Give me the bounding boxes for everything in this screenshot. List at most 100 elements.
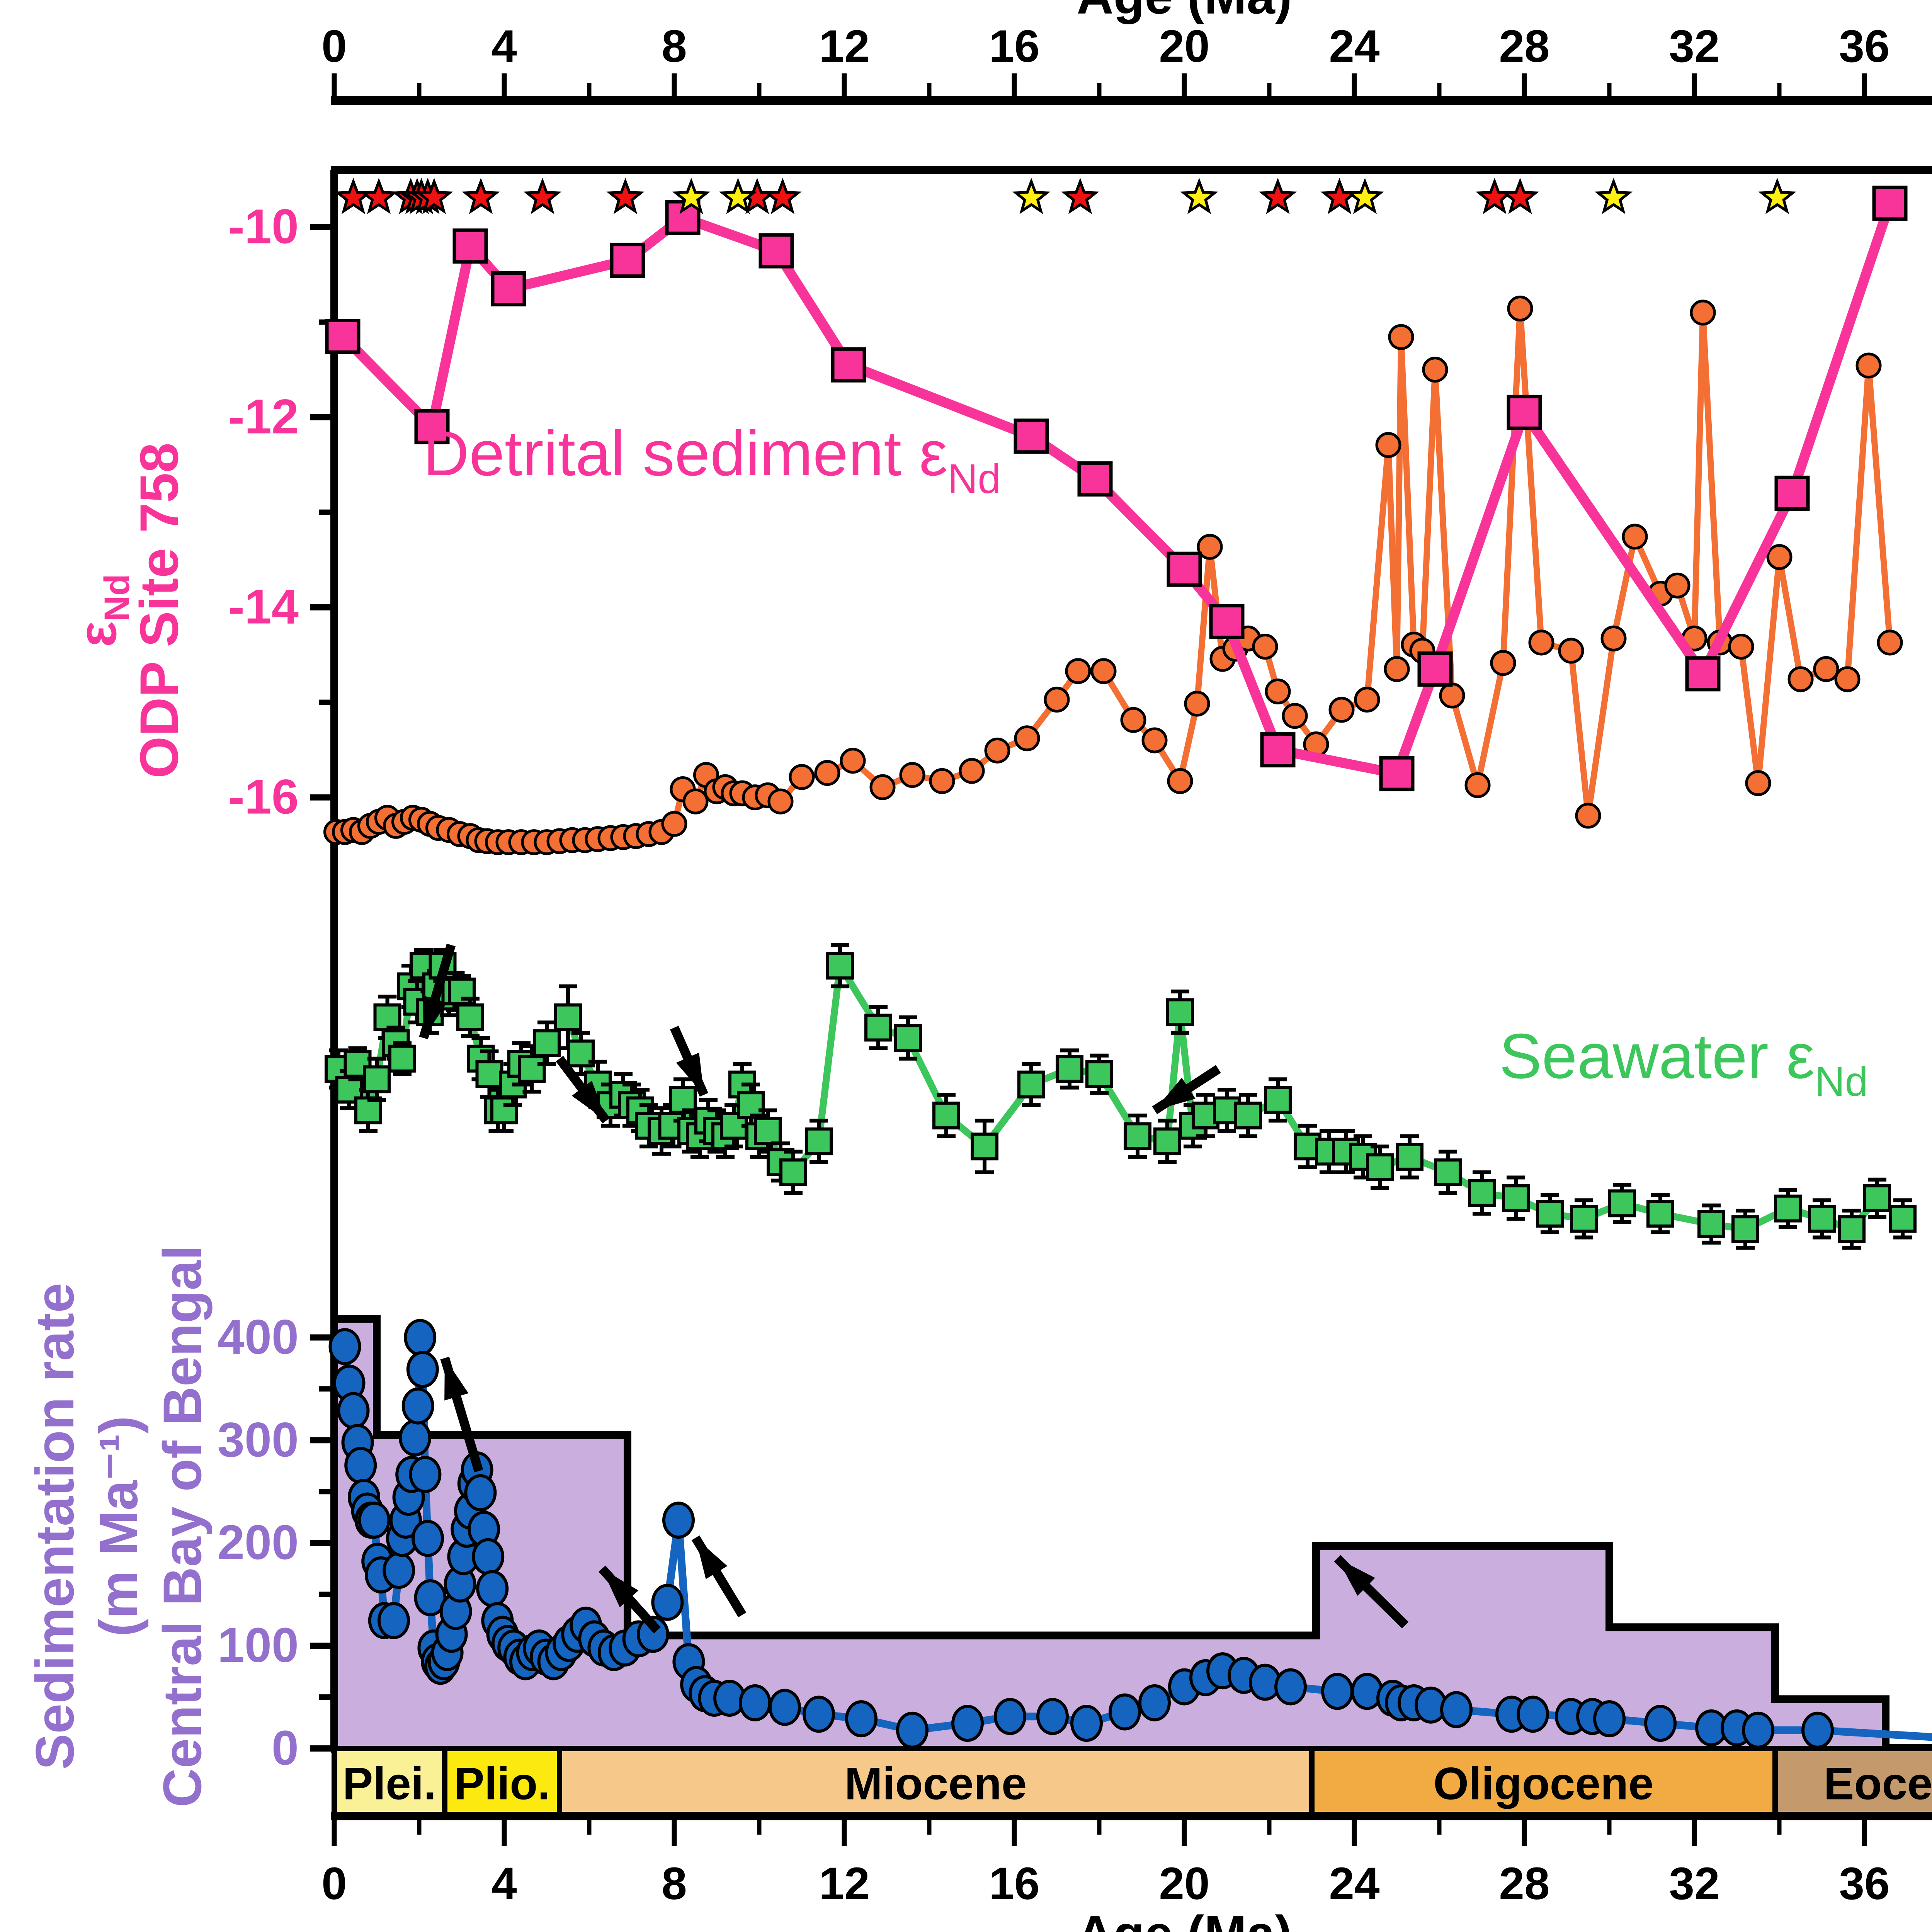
star-icon — [1180, 178, 1218, 214]
seawater-point — [1731, 1215, 1759, 1243]
star-markers — [334, 178, 1796, 214]
seawater-point — [669, 1086, 697, 1114]
seawater-point — [1085, 1060, 1113, 1088]
terrigenous-point — [1440, 1691, 1473, 1728]
terrigenous-point — [378, 1602, 410, 1639]
epoch-cell — [1309, 1746, 1778, 1819]
smectite-point — [661, 811, 687, 837]
smectite-point — [1490, 650, 1516, 676]
x-tick-label: 12 — [819, 1858, 869, 1909]
x-tick-label: 28 — [1499, 1858, 1549, 1909]
terrigenous-point — [1644, 1705, 1677, 1742]
terrigenous-point — [476, 1570, 509, 1607]
smectite-point — [1282, 703, 1308, 729]
detrital-point — [1260, 732, 1296, 768]
terrigenous-point — [651, 1583, 684, 1621]
x-tick-label: 32 — [1669, 21, 1719, 72]
seawater-point — [805, 1127, 833, 1155]
smectite-point — [1014, 725, 1040, 752]
smectite-point — [1622, 524, 1648, 550]
terrigenous-point — [896, 1711, 929, 1749]
epoch-label: Plei. — [343, 1759, 437, 1810]
detrital-point — [1417, 651, 1453, 687]
seawater-point — [475, 1060, 503, 1088]
seawater-point — [894, 1024, 922, 1052]
star-icon — [764, 178, 802, 214]
smectite-point — [1065, 658, 1091, 684]
seawater-point — [1264, 1086, 1292, 1114]
bottom-age-axis: 0481216202428323640Age (Ma) — [321, 1816, 1890, 1932]
terrigenous-point — [328, 1328, 361, 1365]
seawater-point — [826, 952, 854, 980]
seawater-point — [1536, 1200, 1564, 1228]
terrigenous-point — [951, 1705, 984, 1742]
x-tick-label: 20 — [1159, 21, 1209, 72]
seawater-point — [1056, 1055, 1083, 1083]
seawater-point — [1774, 1194, 1802, 1223]
smectite-point — [682, 788, 709, 815]
svg-text:Sedimentation rate: Sedimentation rate — [24, 1283, 85, 1770]
star-icon — [462, 178, 500, 214]
detrital-point — [1167, 551, 1202, 587]
seawater-point — [737, 1091, 765, 1119]
detrital-point — [1507, 395, 1542, 430]
smectite-point — [1834, 666, 1861, 692]
star-icon — [1346, 178, 1384, 214]
seawater-point — [1234, 1101, 1262, 1129]
smectite-point — [1787, 666, 1814, 692]
smectite-point — [1141, 727, 1168, 753]
smectite-point — [1384, 656, 1410, 682]
smectite-point — [1252, 634, 1278, 660]
smectite-point — [984, 737, 1010, 764]
x-tick-label: 4 — [492, 21, 517, 72]
x-tick-label: 28 — [1499, 21, 1549, 72]
x-tick-label: 24 — [1329, 1858, 1379, 1909]
sedimentation-outline — [330, 1315, 1889, 1748]
detrital-point — [1872, 185, 1908, 221]
bottom-left-axis-label: Sedimentation rate (m Ma⁻¹) Central Bay of… — [24, 1245, 213, 1808]
trend-arrow-6-head — [602, 1568, 639, 1607]
detrital-point — [452, 228, 488, 264]
bottom-left-tick-label: 0 — [272, 1721, 299, 1775]
detrital-point — [1077, 461, 1113, 497]
trend-arrows — [419, 944, 1409, 1634]
star-icon — [1758, 178, 1796, 214]
seawater-point — [1124, 1122, 1151, 1150]
smectite-point — [1575, 803, 1601, 829]
smectite-point — [1877, 629, 1903, 656]
epoch-label: Eocene — [1824, 1759, 1932, 1810]
smectite-point — [789, 764, 815, 790]
terrigenous-point — [1321, 1673, 1354, 1710]
svg-text:Central Bay of Bengal: Central Bay of Bengal — [152, 1245, 213, 1808]
x-tick-label: 36 — [1839, 1858, 1889, 1909]
star-icon — [360, 178, 398, 214]
smectite-point — [814, 760, 840, 786]
seawater-point — [754, 1117, 782, 1145]
seawater-point — [779, 1158, 807, 1186]
detrital-point — [1209, 604, 1245, 639]
seawater-point — [388, 1044, 416, 1073]
smectite-point — [959, 758, 985, 784]
star-icon — [1061, 178, 1099, 214]
x-tick-label: 36 — [1839, 21, 1889, 72]
seawater-point — [864, 1014, 892, 1042]
bottom-left-tick-label: 400 — [218, 1310, 299, 1364]
detrital-point — [1014, 418, 1049, 454]
seawater-point — [1153, 1127, 1181, 1155]
terrigenous-point — [344, 1447, 377, 1484]
x-tick-label: 32 — [1669, 1858, 1719, 1909]
smectite-point — [1354, 687, 1380, 713]
smectite-point — [1690, 299, 1716, 326]
seawater-point — [1366, 1153, 1394, 1181]
detrital-point — [831, 347, 866, 383]
detrital-point — [610, 243, 645, 278]
seawater-point — [1570, 1205, 1598, 1233]
star-icon — [1259, 178, 1297, 214]
smectite-point — [1090, 658, 1117, 684]
trend-arrow-3-head — [676, 1053, 704, 1095]
terrigenous-point — [1109, 1693, 1141, 1731]
smectite-point — [929, 768, 955, 794]
star-icon — [606, 178, 645, 214]
seawater-point — [1646, 1200, 1674, 1228]
